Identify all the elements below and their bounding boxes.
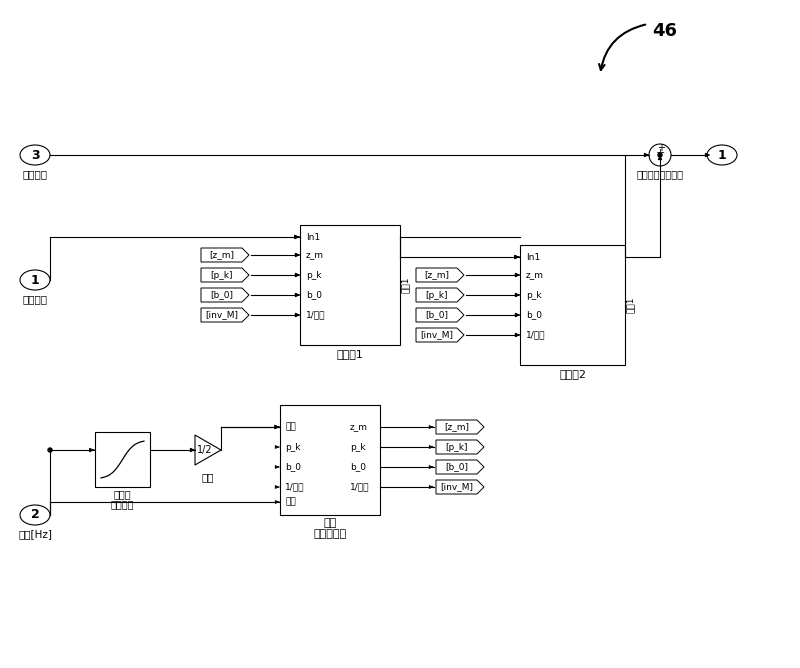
Polygon shape xyxy=(416,268,464,282)
Text: 频率: 频率 xyxy=(285,498,296,506)
Text: 相位调整: 相位调整 xyxy=(110,499,134,509)
Text: [b_0]: [b_0] xyxy=(425,311,448,319)
Polygon shape xyxy=(201,268,249,282)
Text: b_0: b_0 xyxy=(285,462,301,472)
Text: [z_m]: [z_m] xyxy=(209,250,234,259)
Text: 1: 1 xyxy=(718,148,726,162)
Text: 输出1: 输出1 xyxy=(626,297,635,313)
Ellipse shape xyxy=(707,145,737,165)
Text: 输出1: 输出1 xyxy=(401,277,410,293)
Text: p_k: p_k xyxy=(526,291,542,299)
Bar xyxy=(280,405,380,515)
FancyArrowPatch shape xyxy=(599,25,646,70)
Text: [p_k]: [p_k] xyxy=(210,271,233,279)
Text: z_m: z_m xyxy=(526,271,544,279)
Polygon shape xyxy=(201,308,249,322)
Circle shape xyxy=(658,153,662,157)
Text: 增益: 增益 xyxy=(202,472,214,482)
Text: [z_m]: [z_m] xyxy=(424,271,449,279)
Text: [p_k]: [p_k] xyxy=(446,442,468,452)
Text: 46: 46 xyxy=(652,22,677,40)
Ellipse shape xyxy=(20,145,50,165)
Ellipse shape xyxy=(20,505,50,525)
Polygon shape xyxy=(201,288,249,302)
Polygon shape xyxy=(436,480,484,494)
Polygon shape xyxy=(436,420,484,434)
Text: [z_m]: [z_m] xyxy=(444,422,469,432)
Text: 相位: 相位 xyxy=(285,422,296,432)
Text: 1/幅値: 1/幅値 xyxy=(350,482,370,492)
Text: 2: 2 xyxy=(30,508,39,522)
Text: [p_k]: [p_k] xyxy=(426,291,448,299)
Bar xyxy=(300,225,400,345)
Polygon shape xyxy=(416,328,464,342)
Text: 滤波器2: 滤波器2 xyxy=(559,369,586,379)
Text: In1: In1 xyxy=(306,232,320,242)
Text: 滤波器1: 滤波器1 xyxy=(337,349,363,359)
Circle shape xyxy=(649,144,671,166)
Circle shape xyxy=(48,448,52,452)
Text: [b_0]: [b_0] xyxy=(210,291,233,299)
Text: [inv_M]: [inv_M] xyxy=(440,482,473,492)
Text: 滤波器系数: 滤波器系数 xyxy=(314,529,346,539)
Text: b_0: b_0 xyxy=(526,311,542,319)
Text: b_0: b_0 xyxy=(350,462,366,472)
Text: 3: 3 xyxy=(30,148,39,162)
Text: 输入信号: 输入信号 xyxy=(22,294,47,304)
Ellipse shape xyxy=(20,270,50,290)
Text: In1: In1 xyxy=(526,253,540,261)
Text: 频率到: 频率到 xyxy=(114,489,131,499)
Text: p_k: p_k xyxy=(306,271,322,279)
Polygon shape xyxy=(436,460,484,474)
Polygon shape xyxy=(416,308,464,322)
Text: z_m: z_m xyxy=(306,250,324,259)
Text: 1/幅値: 1/幅値 xyxy=(526,331,546,339)
Text: 计算: 计算 xyxy=(323,518,337,528)
Text: 1/2: 1/2 xyxy=(197,445,213,455)
Polygon shape xyxy=(436,440,484,454)
Text: 频率[Hz]: 频率[Hz] xyxy=(18,529,52,539)
Polygon shape xyxy=(195,435,221,465)
Text: +: + xyxy=(655,148,665,158)
Text: [b_0]: [b_0] xyxy=(445,462,468,472)
Polygon shape xyxy=(416,288,464,302)
Polygon shape xyxy=(201,248,249,262)
Text: 1/幅値: 1/幅値 xyxy=(306,311,326,319)
Text: 1: 1 xyxy=(30,273,39,287)
Bar xyxy=(95,432,150,487)
Text: p_k: p_k xyxy=(285,442,301,452)
Text: [inv_M]: [inv_M] xyxy=(205,311,238,319)
Text: p_k: p_k xyxy=(350,442,366,452)
Text: b_0: b_0 xyxy=(306,291,322,299)
Bar xyxy=(520,245,625,365)
Text: 控制信号: 控制信号 xyxy=(22,169,47,179)
Text: 被补偿的控制信号: 被补偿的控制信号 xyxy=(637,169,683,179)
Text: [inv_M]: [inv_M] xyxy=(420,331,453,339)
Text: +: + xyxy=(657,143,665,153)
Text: 1/幅値: 1/幅値 xyxy=(285,482,305,492)
Text: z_m: z_m xyxy=(350,422,368,432)
